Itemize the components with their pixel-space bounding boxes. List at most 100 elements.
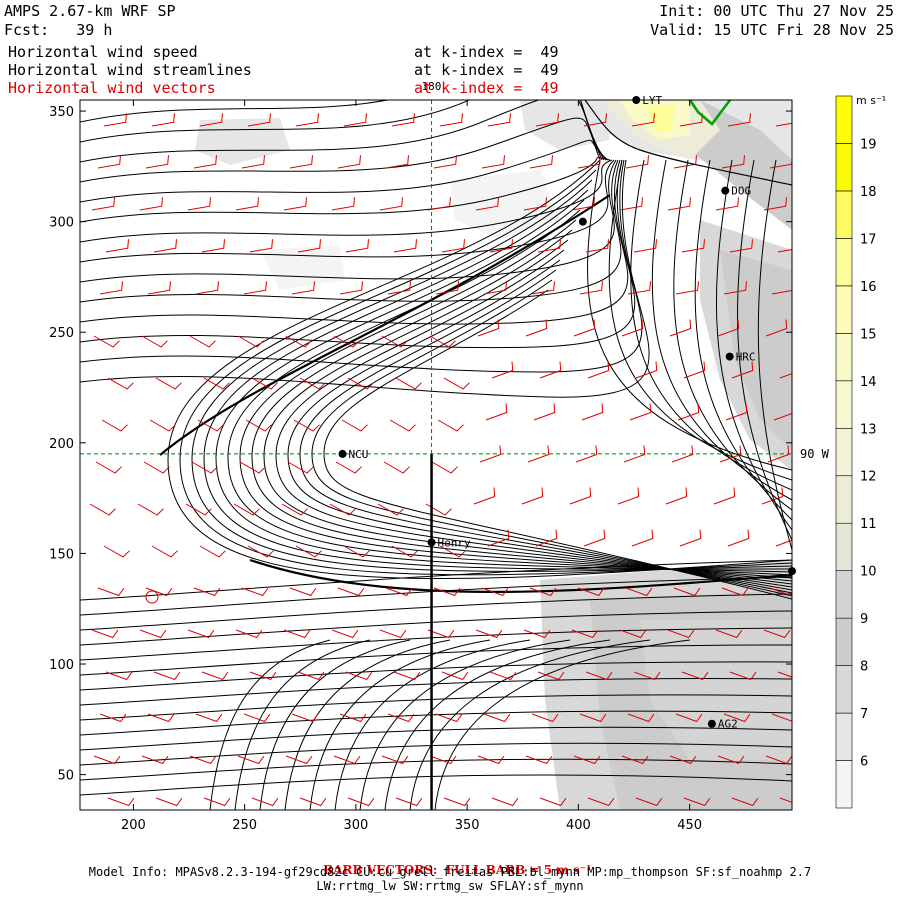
field-label-vectors: Horizontal wind vectors <box>8 79 216 97</box>
model-title: AMPS 2.67-km WRF SP <box>4 2 176 20</box>
wind-barb-37 <box>427 197 451 211</box>
wind-barb-185 <box>331 629 359 639</box>
wind-barb-147 <box>665 487 688 505</box>
wind-barb-141 <box>377 503 404 516</box>
field-level-streamlines: at k-index = 49 <box>414 61 559 79</box>
wind-barb-90 <box>107 377 134 390</box>
colorbar-label-10: 16 <box>860 280 877 295</box>
streamline-loop-3 <box>203 189 792 570</box>
wind-barb-89 <box>765 319 788 337</box>
streamline-east-8 <box>757 159 792 551</box>
streamline-northwest-0 <box>80 100 601 161</box>
wind-barb-34 <box>283 197 307 211</box>
y-tick-label-4: 250 <box>49 326 74 341</box>
speed-region-1 <box>600 100 792 230</box>
wind-barb-211 <box>147 713 175 723</box>
station-label-3: HRC <box>736 351 756 364</box>
x-axis: 200 250 300 350 400 450 <box>121 100 702 833</box>
barb-scale-text: BARB VECTORS: FULL BARB = 5 m s⁻¹ <box>323 863 592 877</box>
wind-barb-79 <box>285 335 312 348</box>
wind-barb-210 <box>99 713 127 723</box>
colorbar-swatch-7 <box>835 427 853 477</box>
wind-barb-109 <box>293 419 320 432</box>
wind-barb-154 <box>295 545 322 558</box>
wind-barb-116 <box>629 403 652 421</box>
streamline-loop-6 <box>239 219 792 579</box>
wind-barb-244 <box>299 797 327 807</box>
streamline-south-13 <box>80 774 792 796</box>
wind-barb-108 <box>245 419 272 432</box>
wind-barb-56 <box>633 239 657 253</box>
wind-barb-145 <box>569 487 592 505</box>
colorbar-label-0: 6 <box>860 755 868 770</box>
wind-barb-201 <box>393 671 421 681</box>
wind-barb-188 <box>475 629 503 639</box>
wind-barb-17 <box>193 155 217 169</box>
wind-barb-136 <box>137 503 164 516</box>
streamline-south-0 <box>80 559 792 601</box>
wind-barb-58 <box>729 239 753 253</box>
x-tick-label-2: 300 <box>343 818 368 833</box>
wind-barb-224 <box>771 713 792 722</box>
wind-barb-199 <box>297 671 325 681</box>
streamline-bold-north <box>159 194 611 456</box>
wind-barb-213 <box>243 713 271 723</box>
colorbar-swatch-14 <box>835 95 853 144</box>
wind-barb-94 <box>299 377 326 390</box>
wind-barb-1 <box>151 113 175 127</box>
wind-barb-234 <box>525 755 553 765</box>
wind-barb-62 <box>195 281 219 295</box>
colorbar-swatch-4 <box>835 570 853 619</box>
colorbar-label-5: 11 <box>860 517 877 532</box>
wind-barb-173 <box>481 587 509 597</box>
streamline-northwest-9 <box>80 159 622 303</box>
colorbar: 6 7 8 9 10 11 12 13 14 15 16 17 18 19 m s⁻¹ <box>835 94 886 809</box>
wind-barb-252 <box>683 797 711 807</box>
speed-region-11 <box>520 100 610 150</box>
wind-barb-218 <box>483 713 511 723</box>
colorbar-label-8: 14 <box>860 375 877 390</box>
wind-barb-233 <box>477 755 505 765</box>
wind-barb-99 <box>539 361 562 379</box>
wind-barb-93 <box>251 377 278 390</box>
wind-barb-200 <box>345 671 373 681</box>
wind-barb-144 <box>521 487 544 505</box>
colorbar-swatch-11 <box>835 238 853 287</box>
wind-barb-166 <box>145 587 173 597</box>
wind-barb-150 <box>103 545 130 558</box>
wind-barb-138 <box>233 503 260 516</box>
wind-barb-4 <box>295 113 319 127</box>
streamline-loop-4 <box>215 199 792 573</box>
wind-barb-74 <box>771 289 792 295</box>
wind-barb-45 <box>105 239 129 253</box>
wind-barb-191 <box>619 629 647 639</box>
wind-barb-43 <box>715 197 739 211</box>
wind-barb-160 <box>583 529 606 547</box>
wind-barb-153 <box>247 545 274 558</box>
wind-barb-10 <box>583 113 607 127</box>
wind-barb-193 <box>715 629 743 639</box>
x-tick-label-3: 350 <box>455 818 480 833</box>
wind-barb-19 <box>289 155 313 169</box>
wind-barb-194 <box>763 629 791 639</box>
wind-barb-139 <box>281 503 308 516</box>
wind-barb-143 <box>473 487 496 505</box>
wind-barb-240 <box>107 797 135 807</box>
colorbar-unit: m s⁻¹ <box>856 94 886 107</box>
wind-barb-249 <box>539 797 567 807</box>
wind-barb-247 <box>443 797 471 807</box>
wind-barb-87 <box>669 319 692 337</box>
wind-barb-183 <box>235 629 263 639</box>
wind-barb-192 <box>667 629 695 639</box>
wind-barb-187 <box>427 629 455 639</box>
parallel-label: 90 W <box>800 447 830 461</box>
wind-barb-102 <box>683 361 706 379</box>
wind-barb-101 <box>635 361 658 379</box>
wind-barb-228 <box>237 755 265 765</box>
wind-barb-206 <box>633 671 661 681</box>
coastline-main <box>584 100 792 186</box>
wind-barb-63 <box>243 281 267 295</box>
wind-barb-2 <box>199 113 223 127</box>
wind-barb-53 <box>489 239 513 253</box>
streamline-east-0 <box>587 159 792 471</box>
